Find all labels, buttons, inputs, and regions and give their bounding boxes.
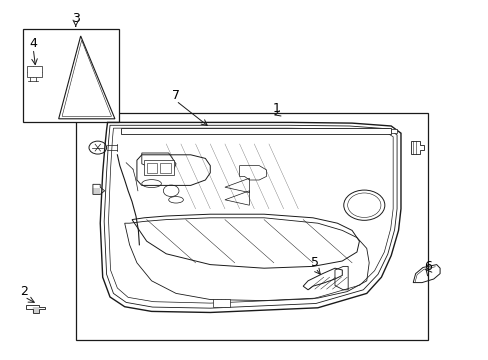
- Bar: [212, 299, 229, 307]
- Bar: [76, 113, 427, 340]
- Bar: [146, 163, 157, 173]
- Text: 2: 2: [20, 285, 28, 298]
- Bar: [144, 160, 173, 175]
- Text: 6: 6: [423, 260, 431, 273]
- Text: 5: 5: [311, 256, 319, 269]
- Text: 1: 1: [272, 102, 280, 114]
- Bar: [390, 129, 396, 133]
- Text: 4: 4: [29, 37, 37, 50]
- Bar: [160, 163, 171, 173]
- Bar: [121, 128, 390, 134]
- Bar: [23, 29, 119, 122]
- Bar: [27, 66, 42, 77]
- Text: 7: 7: [172, 89, 180, 102]
- Text: 3: 3: [72, 12, 80, 24]
